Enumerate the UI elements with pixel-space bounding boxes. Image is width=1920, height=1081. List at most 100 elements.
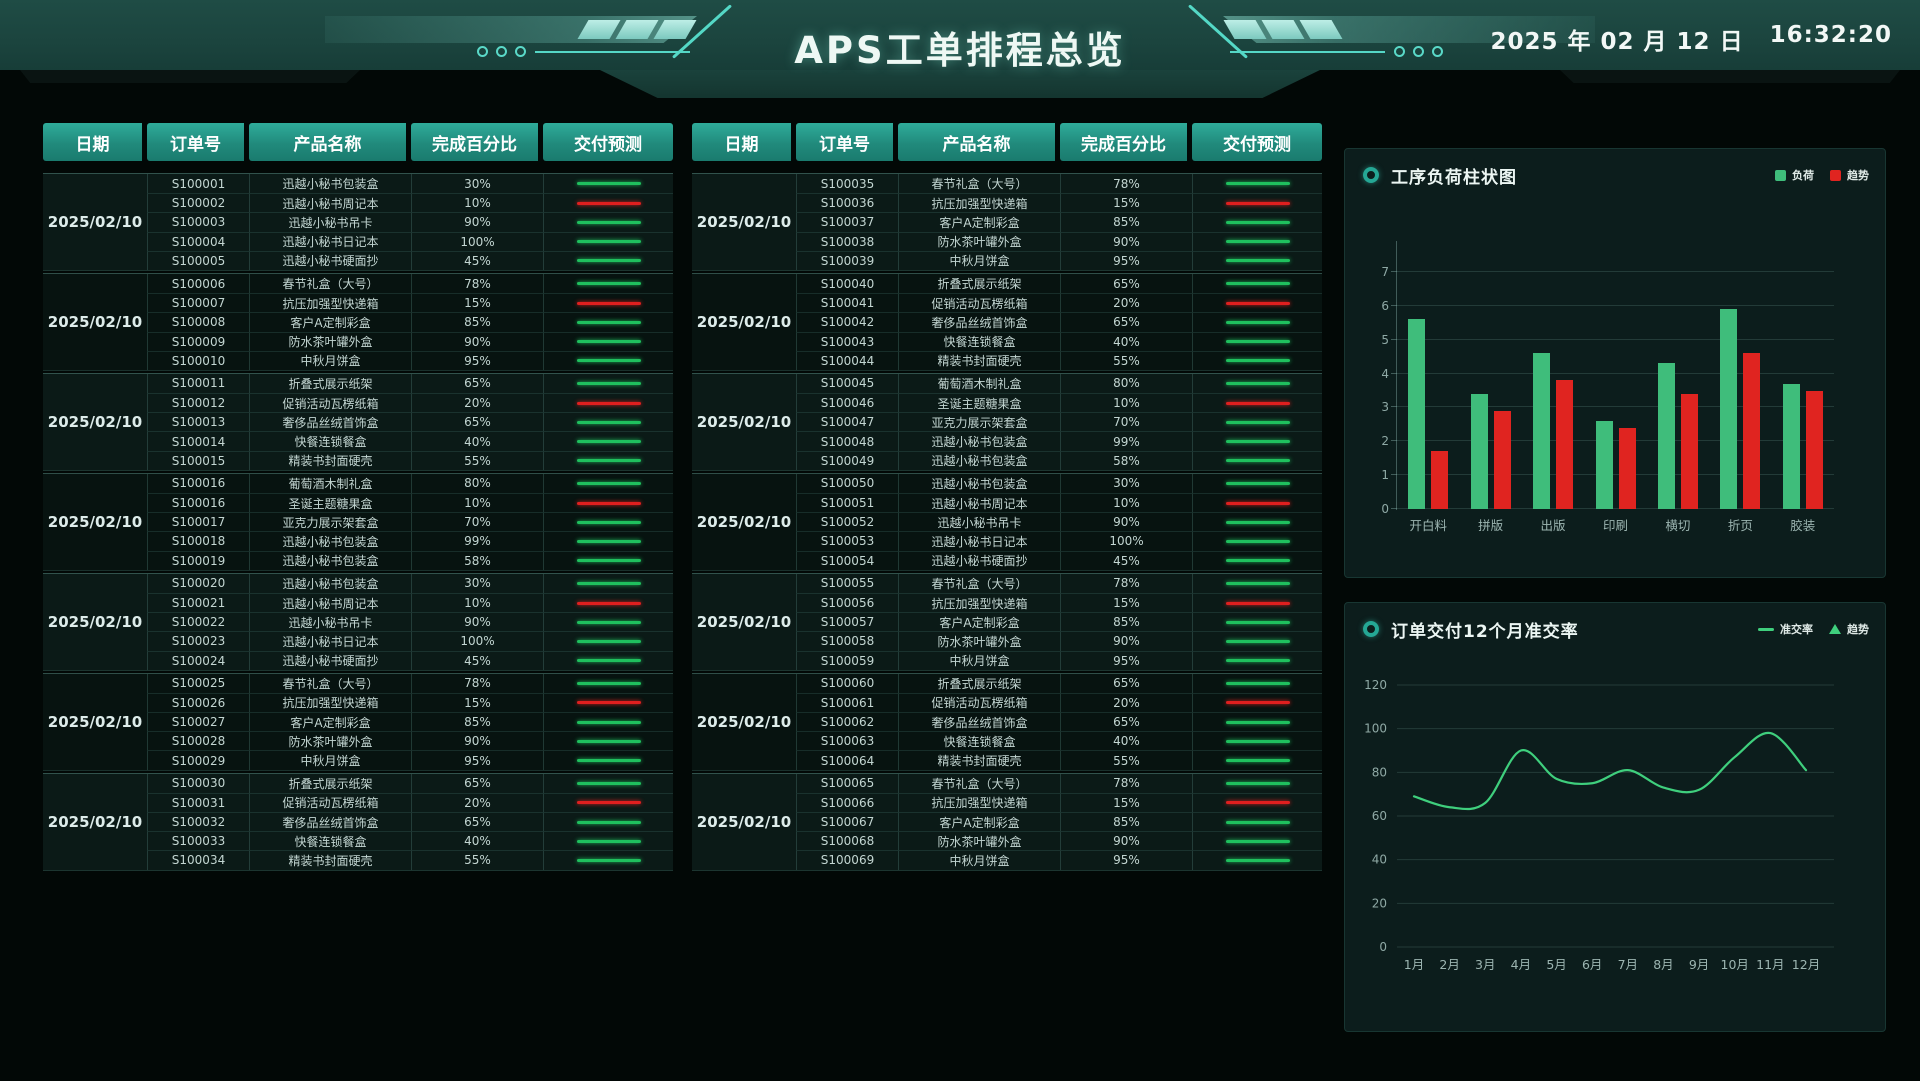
order-no-cell: S100053	[796, 531, 898, 551]
completion-percent-cell: 55%	[1060, 350, 1192, 370]
product-name-cell: 春节礼盒（大号）	[898, 573, 1060, 593]
forecast-bar-green	[1225, 639, 1290, 643]
product-name-cell: 客户A定制彩盒	[898, 612, 1060, 632]
forecast-cell	[543, 812, 673, 832]
order-no-cell: S100001	[147, 174, 249, 194]
date-text: 2025 年 02 月 12 日	[1490, 29, 1744, 55]
date-cell: 2025/02/10	[47, 612, 143, 631]
forecast-bar-green	[1225, 739, 1290, 743]
x-category-label: 11月	[1756, 957, 1784, 972]
completion-percent-cell: 65%	[1060, 273, 1192, 294]
product-name-cell: 迅越小秘书硬面抄	[898, 550, 1060, 570]
product-name-cell: 促销活动瓦楞纸箱	[249, 393, 411, 413]
product-name-cell: 迅越小秘书吊卡	[898, 512, 1060, 532]
product-name-cell: 防水茶叶罐外盒	[898, 231, 1060, 251]
forecast-cell	[1192, 792, 1322, 812]
column-header-交付预测: 交付预测	[1192, 123, 1322, 161]
forecast-cell	[1192, 493, 1322, 513]
completion-percent-cell: 15%	[1060, 792, 1192, 812]
order-no-cell: S100056	[796, 592, 898, 613]
y-tick-label: 3	[1381, 400, 1389, 415]
completion-percent-cell: 90%	[411, 331, 543, 351]
bar-负荷-拼版	[1470, 393, 1488, 509]
product-name-cell: 快餐连锁餐盒	[898, 731, 1060, 751]
completion-percent-cell: 90%	[411, 612, 543, 632]
completion-percent-cell: 55%	[411, 850, 543, 870]
banner-trapezoid	[600, 70, 1320, 98]
product-name-cell: 迅越小秘书日记本	[249, 231, 411, 251]
forecast-cell	[1192, 531, 1322, 551]
product-name-cell: 迅越小秘书吊卡	[249, 612, 411, 632]
forecast-cell	[543, 350, 673, 370]
forecast-cell	[1192, 592, 1322, 613]
completion-percent-cell: 78%	[1060, 773, 1192, 793]
line-chart-title: 订单交付12个月准交率	[1391, 621, 1579, 642]
order-no-cell: S100024	[147, 650, 249, 670]
x-category-label: 3月	[1475, 957, 1495, 972]
legend-item-准交率[interactable]: 准交率	[1758, 621, 1813, 637]
bar-趋势-印刷	[1618, 427, 1636, 509]
product-name-cell: 快餐连锁餐盒	[249, 431, 411, 451]
product-name-cell: 促销活动瓦楞纸箱	[249, 792, 411, 812]
banner-step-left	[20, 70, 360, 83]
order-no-cell: S100045	[796, 373, 898, 394]
forecast-cell	[543, 550, 673, 570]
forecast-cell	[1192, 350, 1322, 370]
legend-item-趋势[interactable]: 趋势	[1829, 621, 1869, 637]
order-no-cell: S100043	[796, 331, 898, 351]
forecast-bar-green	[1225, 381, 1290, 385]
legend-item-负荷[interactable]: 负荷	[1775, 167, 1814, 183]
order-no-cell: S100059	[796, 650, 898, 670]
order-no-cell: S100051	[796, 493, 898, 513]
order-no-cell: S100010	[147, 350, 249, 370]
forecast-cell	[1192, 450, 1322, 470]
gridline	[1397, 372, 1834, 374]
product-name-cell: 快餐连锁餐盒	[249, 831, 411, 851]
forecast-cell	[543, 212, 673, 232]
forecast-bar-green	[576, 259, 641, 263]
order-no-cell: S100044	[796, 350, 898, 370]
product-name-cell: 迅越小秘书包装盒	[249, 174, 411, 194]
forecast-cell	[543, 650, 673, 670]
product-name-cell: 抗压加强型快递箱	[898, 592, 1060, 613]
product-name-cell: 抗压加强型快递箱	[249, 692, 411, 713]
forecast-bar-red	[576, 301, 641, 305]
order-no-cell: S100062	[796, 712, 898, 732]
order-no-cell: S100067	[796, 812, 898, 832]
product-name-cell: 迅越小秘书周记本	[898, 493, 1060, 513]
forecast-bar-green	[576, 182, 641, 186]
product-name-cell: 防水茶叶罐外盒	[249, 331, 411, 351]
forecast-bar-green	[1225, 681, 1290, 685]
forecast-cell	[543, 831, 673, 851]
forecast-bar-green	[576, 381, 641, 385]
product-name-cell: 迅越小秘书包装盒	[249, 550, 411, 570]
completion-percent-cell: 65%	[1060, 312, 1192, 332]
x-category-label: 开白料	[1409, 518, 1447, 533]
completion-percent-cell: 85%	[411, 312, 543, 332]
completion-percent-cell: 40%	[411, 831, 543, 851]
forecast-bar-green	[576, 539, 641, 543]
forecast-bar-green	[1225, 459, 1290, 463]
y-tick-label: 1	[1381, 468, 1389, 483]
forecast-bar-green	[576, 659, 641, 663]
completion-percent-cell: 65%	[411, 412, 543, 432]
forecast-cell	[1192, 550, 1322, 570]
y-tick-label: 120	[1364, 678, 1387, 692]
forecast-bar-green	[1225, 839, 1290, 843]
ring-icon	[1363, 621, 1379, 637]
completion-percent-cell: 100%	[1060, 531, 1192, 551]
product-name-cell: 奢侈品丝绒首饰盒	[898, 712, 1060, 732]
completion-percent-cell: 78%	[411, 673, 543, 693]
y-tick-label: 0	[1381, 502, 1389, 516]
completion-percent-cell: 90%	[1060, 512, 1192, 532]
legend-triangle-marker	[1829, 624, 1841, 634]
y-tick-label: 60	[1372, 809, 1387, 823]
legend-item-趋势[interactable]: 趋势	[1830, 167, 1869, 183]
product-name-cell: 促销活动瓦楞纸箱	[898, 692, 1060, 713]
bar-趋势-拼版	[1493, 410, 1511, 509]
date-group: 2025/02/10 S100040 折叠式展示纸架 65% S100041 促销活动瓦楞…	[692, 272, 1322, 371]
forecast-bar-green	[576, 581, 641, 585]
panel-header: 订单交付12个月准交率 准交率 趋势	[1363, 617, 1869, 642]
forecast-cell	[543, 592, 673, 613]
forecast-bar-red	[576, 701, 641, 705]
